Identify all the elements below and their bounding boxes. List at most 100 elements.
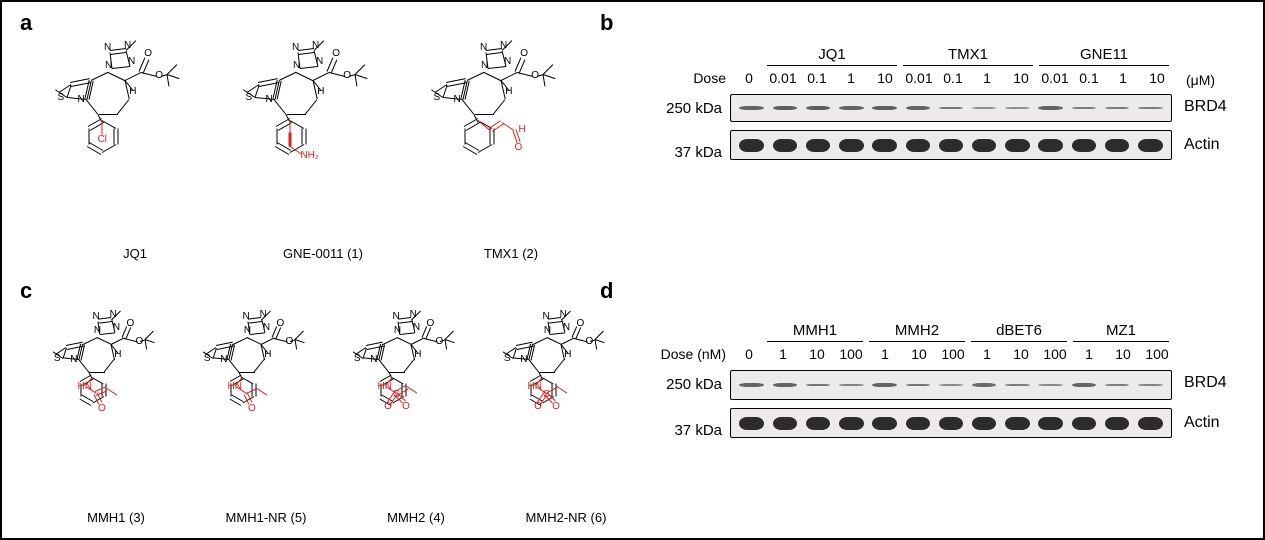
gel-lane <box>1067 107 1100 109</box>
gel-band <box>806 417 830 430</box>
gel-band <box>1072 383 1096 387</box>
gel-band <box>1138 384 1162 386</box>
gel-lane <box>1001 107 1034 109</box>
molecule-label: TMX1 (2) <box>484 246 538 261</box>
dose-value: 10 <box>1004 70 1038 86</box>
gel-band <box>773 106 797 110</box>
gel-lane <box>835 139 868 152</box>
treatment-group-label: JQ1 <box>764 46 900 66</box>
gel-band <box>1005 139 1029 152</box>
gel-strip <box>730 408 1172 438</box>
gel-lane <box>735 106 768 110</box>
gel-band <box>839 384 863 386</box>
gel-band <box>872 383 896 387</box>
treatment-group-label: MMH1 <box>764 322 866 342</box>
dose-value: 1 <box>834 70 868 86</box>
gel-band <box>1138 139 1162 152</box>
dose-value: 1 <box>1072 346 1106 362</box>
molecule-mmh2: NNNNNSOOHHNSOOMMH2 (4) <box>346 298 486 525</box>
molecule-gne-0011: NNNNNSOOHNH₂GNE-0011 (1) <box>234 24 412 261</box>
treatment-group-label: MMH2 <box>866 322 968 342</box>
gel-band <box>773 417 797 430</box>
gel-band <box>1005 384 1029 386</box>
molecule-label: MMH1-NR (5) <box>226 510 307 525</box>
mw-marker-top: 250 kDa <box>620 376 722 393</box>
gel-band <box>1005 107 1029 109</box>
gel-lane <box>1134 384 1167 386</box>
treatment-group-label: MZ1 <box>1070 322 1172 342</box>
dose-value: 1 <box>766 346 800 362</box>
gel-band <box>1072 417 1096 430</box>
gel-band <box>1038 384 1062 386</box>
gel-lane <box>901 384 934 387</box>
gel-lane <box>934 417 967 430</box>
gel-band <box>1138 107 1162 109</box>
molecule-label: MMH2 (4) <box>387 510 445 525</box>
gel-lane <box>801 139 834 152</box>
gel-band <box>1005 417 1029 430</box>
dose-axis-label: Dose (nM) <box>620 346 726 362</box>
figure-frame: a b c d NNNNNSOOHClJQ1NNNNNSOOHNH₂GNE-00… <box>0 0 1265 540</box>
gel-band <box>939 139 963 152</box>
dose-value: 100 <box>834 346 868 362</box>
gel-lane <box>1101 107 1134 109</box>
gel-lane <box>1067 139 1100 152</box>
dose-value: 1 <box>1106 70 1140 86</box>
gel-strip <box>730 94 1172 122</box>
structures-row-a: NNNNNSOOHClJQ1NNNNNSOOHNH₂GNE-0011 (1)NN… <box>46 24 610 261</box>
gel-band <box>972 417 996 430</box>
gel-lane <box>735 139 768 152</box>
dose-value: 0.01 <box>902 70 936 86</box>
gel-band <box>1105 139 1129 152</box>
dose-value: 100 <box>1140 346 1174 362</box>
dose-value: 10 <box>1106 346 1140 362</box>
dose-value: 100 <box>1038 346 1072 362</box>
gel-lane <box>1101 417 1134 430</box>
western-blot-d: MMH1MMH2dBET6MZ1Dose (nM)011010011010011… <box>620 318 1250 508</box>
gel-band <box>1038 417 1062 430</box>
gel-band <box>806 106 830 110</box>
gel-lane <box>934 139 967 152</box>
target-label-bot: Actin <box>1184 136 1220 154</box>
gel-lane <box>835 417 868 430</box>
dose-value: 0.1 <box>1072 70 1106 86</box>
gel-lane <box>1067 383 1100 387</box>
molecule-label: MMH1 (3) <box>87 510 145 525</box>
gel-lane <box>835 106 868 110</box>
dose-value: 0.1 <box>800 70 834 86</box>
gel-lane <box>801 417 834 430</box>
gel-lane <box>901 106 934 110</box>
gel-band <box>872 139 896 152</box>
gel-lane <box>1034 417 1067 430</box>
gel-lane <box>934 107 967 110</box>
gel-band <box>972 383 996 387</box>
panel-c-label: c <box>20 278 32 304</box>
gel-band <box>806 384 830 387</box>
gel-lane <box>735 383 768 387</box>
gel-lane <box>1001 384 1034 386</box>
gel-band <box>773 139 797 152</box>
gel-lane <box>735 417 768 430</box>
gel-strip <box>730 130 1172 160</box>
gel-band <box>906 139 930 152</box>
gel-strip <box>730 370 1172 400</box>
gel-band <box>739 139 763 152</box>
gel-band <box>1105 107 1129 109</box>
gel-lane <box>1001 417 1034 430</box>
gel-band <box>906 384 930 387</box>
gel-lane <box>768 417 801 430</box>
gel-lane <box>934 384 967 386</box>
gel-lane <box>768 383 801 387</box>
gel-band <box>806 139 830 152</box>
dose-value: 10 <box>800 346 834 362</box>
dose-value: 1 <box>970 70 1004 86</box>
gel-band <box>939 384 963 386</box>
molecule-jq1: NNNNNSOOHClJQ1 <box>46 24 224 261</box>
dose-value: 10 <box>868 70 902 86</box>
gel-band <box>739 417 763 430</box>
gel-lane <box>868 417 901 430</box>
gel-band <box>1072 107 1096 109</box>
gel-band <box>1105 417 1129 430</box>
dose-value: 1 <box>868 346 902 362</box>
gel-lane <box>801 384 834 387</box>
